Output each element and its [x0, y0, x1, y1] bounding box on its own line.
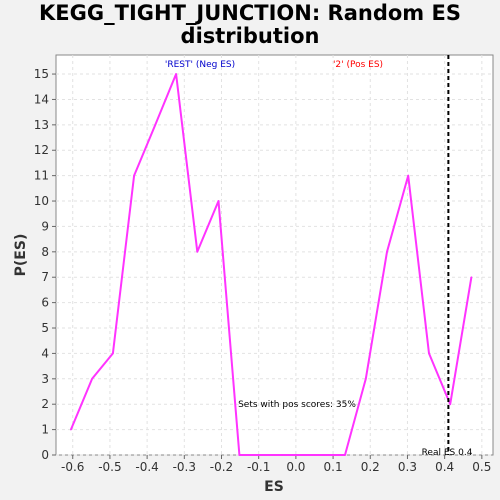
y-tick-label: 5 [41, 321, 49, 335]
data-point [470, 276, 473, 279]
data-point [238, 454, 241, 456]
chart-title-line1: KEGG_TIGHT_JUNCTION: Random ES [39, 1, 461, 25]
x-tick-label: -0.4 [135, 460, 158, 474]
plot-area [55, 54, 494, 456]
data-point [365, 378, 367, 380]
x-tick-label: 0.3 [398, 460, 417, 474]
x-tick-label: -0.2 [210, 460, 233, 474]
x-tick-label: -0.3 [173, 460, 196, 474]
data-point [407, 174, 410, 177]
y-tick-label: 12 [34, 143, 49, 157]
x-tick-label: 0.2 [361, 460, 380, 474]
data-point [386, 251, 388, 253]
data-point [322, 454, 325, 456]
real-es-label: Real ES 0.4 [422, 448, 473, 458]
y-tick-label: 4 [41, 346, 49, 360]
y-tick-label: 2 [41, 397, 49, 411]
neg-es-label: 'REST' (Neg ES) [165, 60, 235, 70]
x-tick-label: -0.1 [247, 460, 270, 474]
y-tick-label: 8 [41, 245, 49, 259]
data-point [301, 454, 304, 456]
y-tick-label: 6 [41, 296, 49, 310]
x-tick-label: -0.5 [98, 460, 121, 474]
y-tick-label: 9 [41, 219, 49, 233]
data-point [449, 403, 452, 406]
data-point [259, 454, 262, 456]
y-tick-label: 11 [34, 169, 49, 183]
data-point [344, 454, 346, 456]
data-point [196, 251, 199, 253]
pos-scores-note: Sets with pos scores: 35% [238, 400, 356, 410]
y-tick-label: 3 [41, 372, 49, 386]
y-tick-label: 15 [34, 67, 49, 81]
data-point [91, 378, 93, 380]
data-point [70, 428, 72, 431]
data-point [133, 174, 135, 177]
pos-es-label: '2' (Pos ES) [333, 60, 383, 70]
y-axis-title: P(ES) [13, 234, 29, 277]
x-tick-label: 0.4 [435, 460, 454, 474]
x-tick-label: 0.1 [324, 460, 343, 474]
chart-title-line2: distribution [180, 24, 320, 48]
y-tick-label: 14 [34, 92, 49, 106]
data-point [112, 352, 114, 355]
data-point [175, 73, 177, 75]
y-tick-label: 13 [34, 118, 49, 132]
x-tick-label: 0.5 [472, 460, 491, 474]
data-point [428, 352, 430, 355]
data-point [154, 124, 157, 126]
data-point [280, 454, 283, 456]
x-tick-label: 0.0 [286, 460, 305, 474]
data-point [217, 200, 220, 202]
x-axis-ticks: -0.6 -0.5 -0.4 -0.3 -0.2 -0.1 0.0 0.1 0.2 0.3 0.4 0… [61, 455, 491, 474]
series-line [69, 73, 473, 456]
x-tick-label: -0.6 [61, 460, 84, 474]
series-layer [69, 73, 473, 456]
chart-title: KEGG_TIGHT_JUNCTION: Random ES distribut… [0, 2, 500, 48]
y-tick-label: 7 [41, 270, 49, 284]
y-tick-label: 10 [34, 194, 49, 208]
y-tick-label: 0 [41, 448, 49, 462]
x-axis-title: ES [264, 479, 284, 495]
y-tick-label: 1 [41, 423, 49, 437]
